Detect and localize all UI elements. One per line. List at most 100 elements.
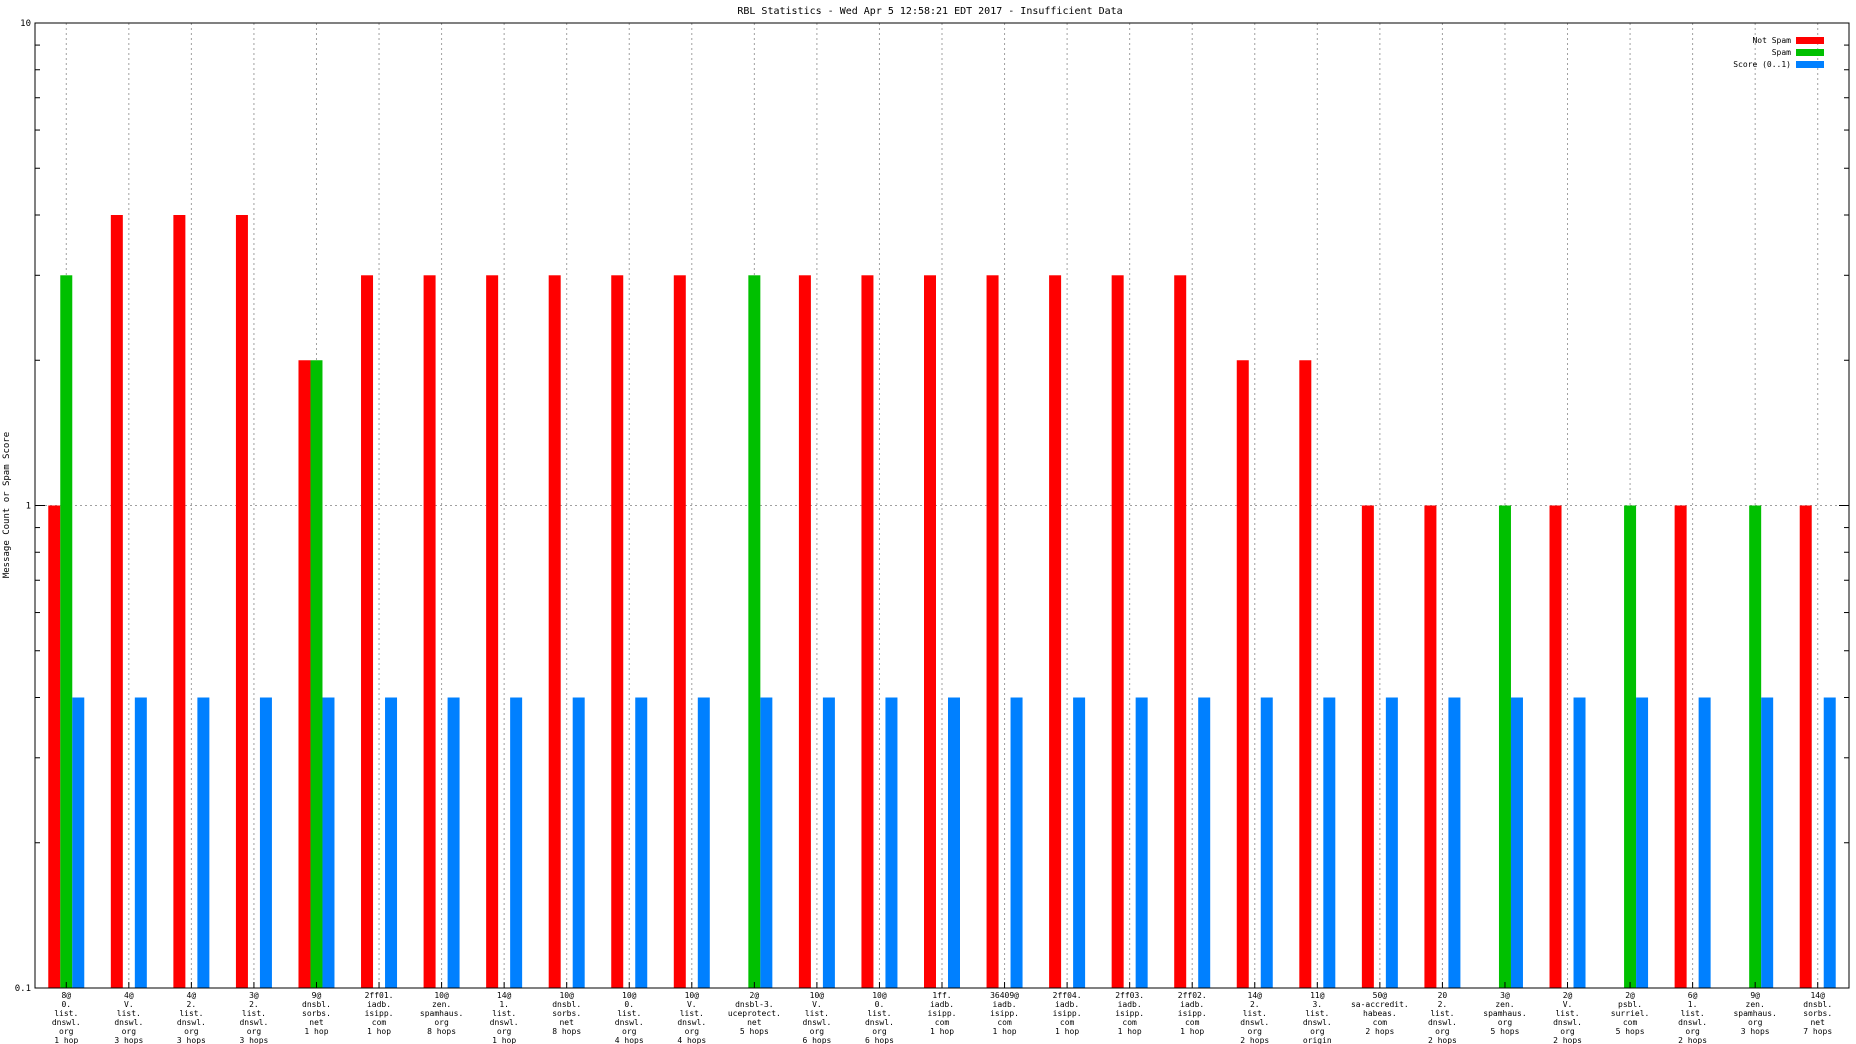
x-tick-label: 4@ 2. list. dnswl. org 3 hops [177,991,206,1044]
x-tick-label: 14@ 1. list. dnswl. org 1 hop [490,991,519,1044]
x-tick-label: 36409@ iadb. isipp. com 1 hop [990,991,1019,1036]
bar-not-spam [1236,360,1249,988]
legend-label: Score (0..1) [1733,60,1791,69]
bar-not-spam [423,275,436,988]
bar-score [1510,697,1523,988]
bar-not-spam [1361,505,1374,988]
bar-score [1135,697,1148,988]
legend-swatch [1796,61,1824,68]
bar-not-spam [1049,275,1062,988]
x-tick-label: 10@ zen. spamhaus. org 8 hops [420,991,463,1036]
legend-label: Not Spam [1752,36,1791,45]
chart-title: RBL Statistics - Wed Apr 5 12:58:21 EDT … [737,6,1122,17]
bar-not-spam [673,275,686,988]
y-axis-ticks: 0.1 1 10 [15,19,1849,994]
bar-score [635,697,648,988]
bar-not-spam [548,275,561,988]
bar-score [1698,697,1711,988]
x-tick-label: 9@ zen. spamhaus. org 3 hops [1733,991,1776,1036]
bar-score [197,697,210,988]
bar-score [1198,697,1211,988]
bar-score [134,697,147,988]
x-tick-label: 14@ 2. list. dnswl. org 2 hops [1240,991,1269,1044]
bar-not-spam [1174,275,1187,988]
bar-score [447,697,460,988]
x-tick-label: 20 2. list. dnswl. org 2 hops [1428,991,1457,1044]
bar-score [1323,697,1336,988]
x-tick-label: 4@ V. list. dnswl. org 3 hops [114,991,143,1044]
bars [48,215,1836,989]
legend-swatch [1796,49,1824,56]
x-axis-labels: 8@ 0. list. dnswl. org 1 hop 4@ V. list. dnswl. or… [52,982,1832,1044]
bar-score [1823,697,1836,988]
bar-not-spam [1674,505,1687,988]
bar-not-spam [611,275,624,988]
x-tick-label: 14@ dnsbl. sorbs. net 7 hops [1803,991,1832,1036]
bar-not-spam [1549,505,1562,988]
y-tick-label: 1 [26,502,31,512]
x-tick-label: 2ff02. iadb. isipp. com 1 hop [1178,991,1207,1036]
x-tick-label: 2@ dnsbl-3. uceprotect. net 5 hops [728,991,781,1036]
x-tick-label: 10@ dnsbl. sorbs. net 8 hops [552,991,581,1036]
bar-not-spam [1299,360,1312,988]
bar-score [1573,697,1586,988]
bar-not-spam [173,215,186,989]
bar-spam [60,275,73,988]
x-tick-label: 10@ 0. list. dnswl. org 4 hops [615,991,644,1044]
bar-not-spam [986,275,999,988]
x-tick-label: 10@ V. list. dnswl. org 6 hops [802,991,831,1044]
legend-label: Spam [1772,48,1791,57]
x-tick-label: 2ff04. iadb. isipp. com 1 hop [1053,991,1082,1036]
y-tick-label: 0.1 [15,984,31,994]
x-tick-label: 3@ 2. list. dnswl. org 3 hops [239,991,268,1044]
bar-score [885,697,898,988]
bar-score [1073,697,1086,988]
grid-lines [35,23,1849,988]
bar-score [1010,697,1023,988]
bar-score [1761,697,1774,988]
bar-spam [1624,505,1637,988]
x-tick-label: 3@ zen. spamhaus. org 5 hops [1483,991,1526,1036]
bar-spam [1749,505,1762,988]
bar-spam [748,275,761,988]
bar-score [259,697,272,988]
bar-score [1260,697,1273,988]
x-tick-label: 2ff01. iadb. isipp. com 1 hop [365,991,394,1036]
bar-not-spam [1424,505,1437,988]
bar-score [385,697,398,988]
bar-not-spam [48,505,61,988]
bar-score [948,697,960,988]
x-tick-label: 2@ psbl. surriel. com 5 hops [1611,991,1650,1036]
bar-not-spam [924,275,936,988]
legend-swatch [1796,37,1824,44]
bar-score [72,697,85,988]
bar-not-spam [1111,275,1124,988]
bar-spam [1498,505,1511,988]
x-tick-label: 11@ 3. list. dnswl. org origin [1303,991,1332,1044]
bar-score [572,697,585,988]
bar-not-spam [298,360,311,988]
bar-score [322,697,335,988]
bar-score [1636,697,1649,988]
x-tick-label: 6@ 1. list. dnswl. org 2 hops [1678,991,1707,1044]
bar-not-spam [798,275,811,988]
y-tick-label: 10 [20,19,31,29]
bar-score [822,697,835,988]
bar-score [697,697,710,988]
x-tick-label: 10@ 0. list. dnswl. org 6 hops [865,991,894,1044]
legend: Not Spam Spam Score (0..1) [1733,36,1824,69]
bar-not-spam [235,215,248,989]
y-axis-label: Message Count or Spam Score [2,432,12,578]
bar-score [760,697,773,988]
bar-not-spam [1799,505,1812,988]
x-tick-label: 9@ dnsbl. sorbs. net 1 hop [302,991,331,1036]
x-tick-label: 2@ V. list. dnswl. org 2 hops [1553,991,1582,1044]
bar-not-spam [361,275,374,988]
x-tick-label: 50@ sa-accredit. habeas. com 2 hops [1351,991,1409,1036]
bar-score [510,697,523,988]
x-tick-label: 2ff03. iadb. isipp. com 1 hop [1115,991,1144,1036]
bar-score [1385,697,1398,988]
bar-spam [310,360,323,988]
bar-not-spam [486,275,499,988]
